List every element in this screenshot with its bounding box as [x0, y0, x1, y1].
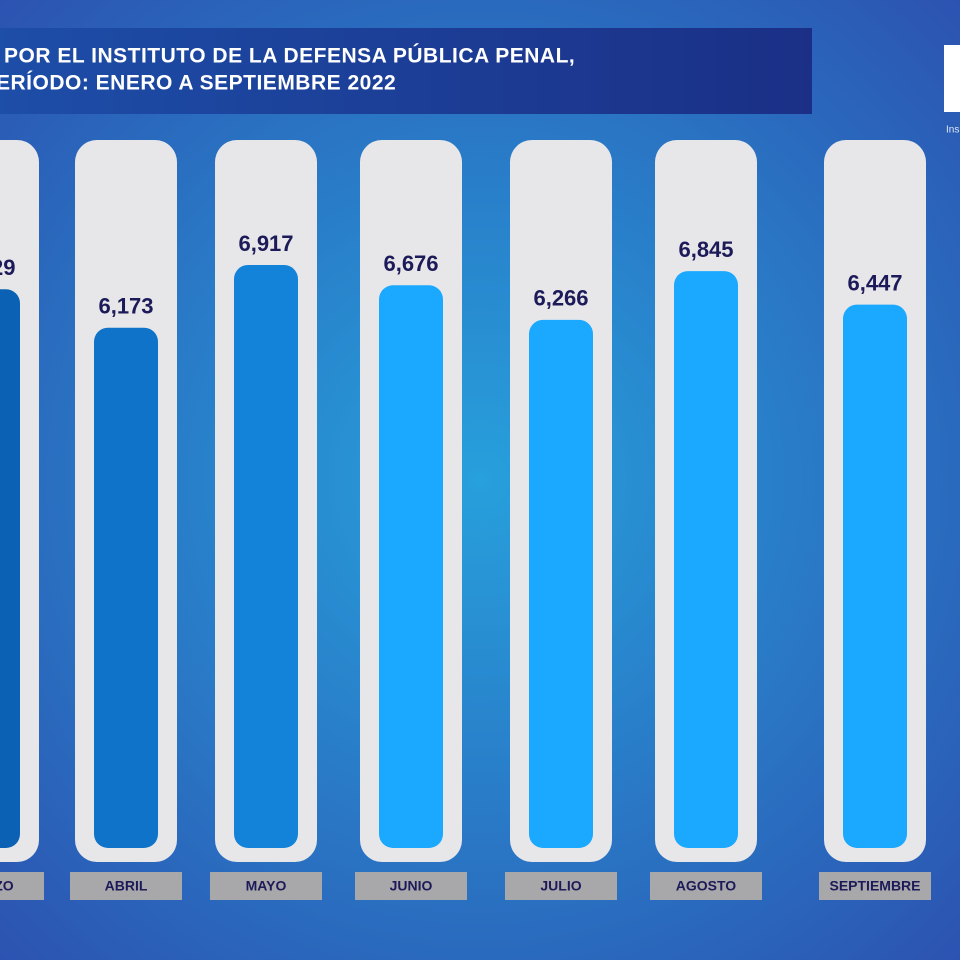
category-box [70, 872, 182, 900]
x-tick-label: SEPTIEMBRE [829, 878, 920, 894]
value-label: 6,845 [678, 237, 733, 262]
value-label: 6,447 [847, 270, 902, 295]
logo [944, 45, 960, 112]
bar [843, 304, 907, 848]
value-label: 6,629 [0, 255, 16, 280]
x-tick-label: MAYO [246, 878, 287, 894]
bar [529, 319, 593, 848]
value-label: 6,676 [383, 251, 438, 276]
chart-title: ERÍODO: ENERO A SEPTIEMBRE 2022 [0, 72, 396, 95]
plot: MARZO 6,629 ABRIL 6,173 MAYO 6,917 JUNIO 6,676 J… [0, 140, 931, 900]
x-tick-label: MARZO [0, 878, 14, 894]
bar [234, 264, 298, 848]
x-tick-label: JUNIO [390, 878, 433, 894]
category-box [505, 872, 617, 900]
chart-title: POR EL INSTITUTO DE LA DEFENSA PÚBLICA P… [4, 44, 575, 68]
logo-text: Ins [946, 125, 959, 136]
category-box [650, 872, 762, 900]
bar [94, 327, 158, 848]
bar [379, 285, 443, 848]
category-box [819, 872, 931, 900]
value-label: 6,266 [533, 286, 588, 311]
x-tick-label: AGOSTO [676, 878, 737, 894]
title-banner [0, 28, 812, 114]
category-box [0, 872, 44, 900]
value-label: 6,917 [238, 231, 293, 256]
x-tick-label: ABRIL [105, 878, 148, 894]
bar [0, 289, 20, 848]
category-box [355, 872, 467, 900]
bar [674, 271, 738, 848]
value-label: 6,173 [98, 294, 153, 319]
x-tick-label: JULIO [540, 878, 581, 894]
category-box [210, 872, 322, 900]
